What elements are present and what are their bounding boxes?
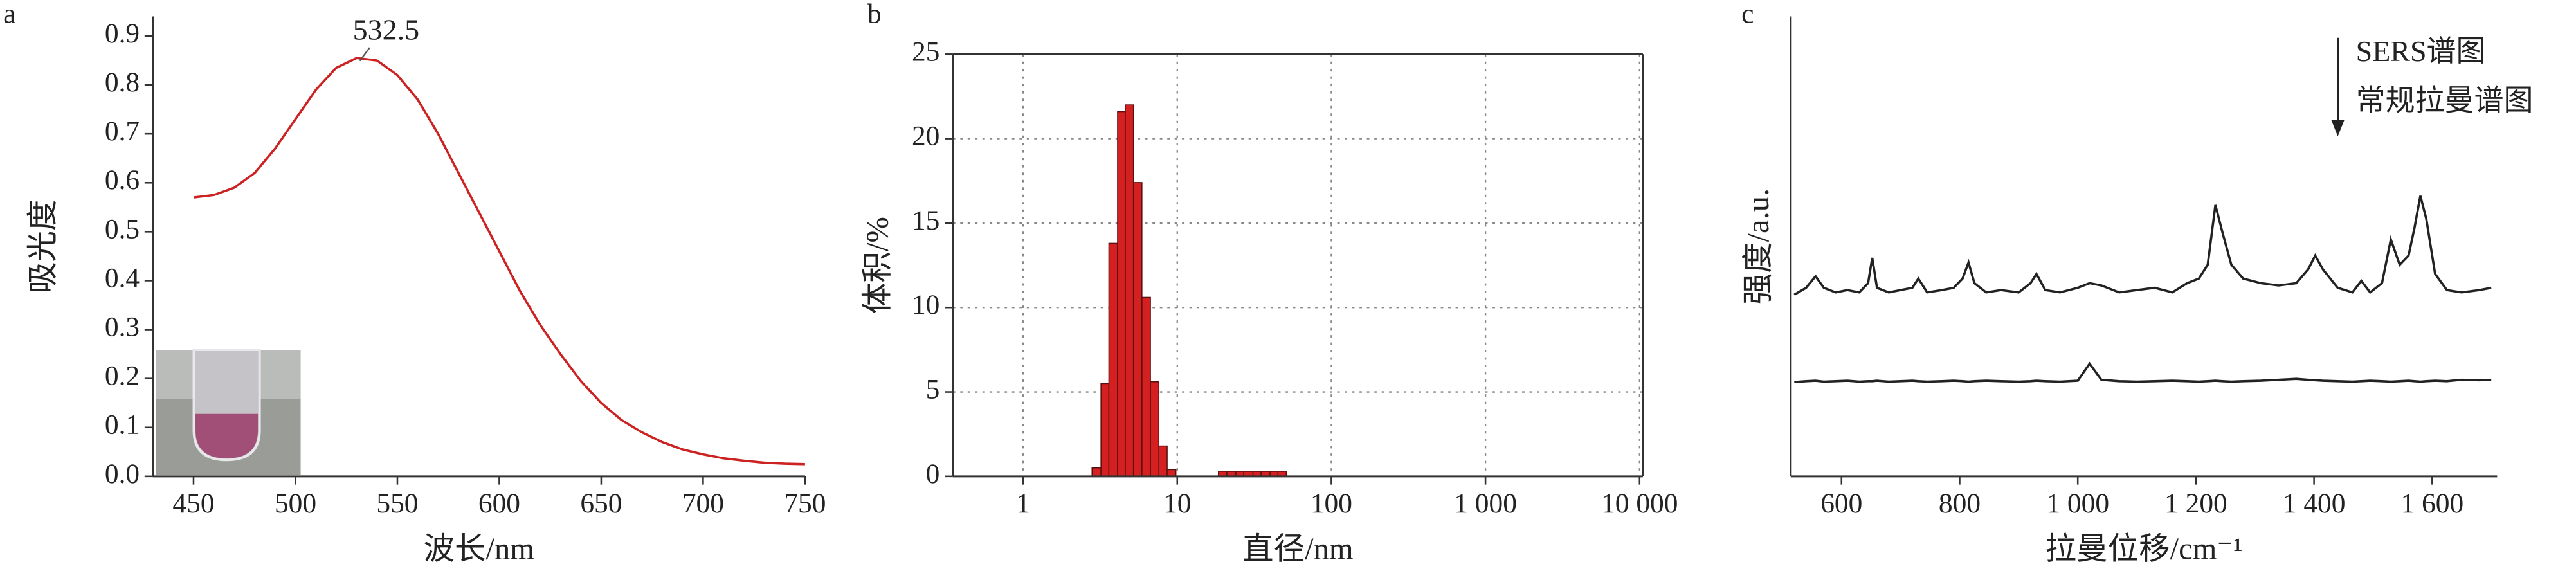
x-tick-label: 650	[580, 488, 622, 519]
y-tick-label: 0.6	[105, 165, 140, 195]
x-tick-label: 800	[1939, 488, 1981, 519]
chart-panel: 450 500 550 600 650 700 750 0.0 0.1 0.2 0.3 0.4 0.5 0…	[3, 0, 826, 566]
y-tick-label: 25	[912, 36, 939, 67]
y-tick-label: 0	[926, 458, 940, 489]
y-axis-label: 吸光度	[26, 199, 60, 293]
data-line	[1793, 195, 2492, 296]
x-tick-label: 1 000	[2046, 488, 2109, 519]
y-axis-label: 强度/a.u.	[1741, 188, 1775, 305]
x-axis-label: 拉曼位移/cm⁻¹	[2045, 532, 2243, 566]
y-tick-label: 0.0	[105, 458, 140, 489]
histogram-bar	[1141, 296, 1151, 477]
histogram-bar	[1100, 383, 1110, 477]
y-tick-label: 5	[926, 374, 940, 405]
histogram-bar	[1108, 242, 1118, 477]
y-tick-label: 0.7	[105, 116, 140, 147]
legend-arrow-head	[2331, 120, 2345, 137]
chart-panel: 600 800 1 000 1 200 1 400 1 600 拉曼位移/cm⁻¹ 强度/a.…	[1741, 0, 2534, 566]
panel-label: b	[867, 0, 882, 30]
x-tick-label: 100	[1311, 488, 1352, 519]
x-tick-label: 500	[275, 488, 316, 519]
y-tick-label: 0.5	[105, 213, 140, 244]
peak-annotation: 532.5	[353, 14, 419, 46]
x-tick-label: 1 000	[1454, 488, 1517, 519]
panel-label: c	[1741, 0, 1754, 30]
annotation-leader	[359, 47, 370, 62]
inset-photo	[156, 349, 301, 475]
y-tick-label: 0.1	[105, 410, 140, 440]
y-tick-label: 0.3	[105, 312, 140, 343]
panel-label: a	[3, 0, 15, 30]
x-tick-label: 700	[682, 488, 724, 519]
y-tick-label: 15	[912, 205, 939, 236]
x-tick-label: 450	[172, 488, 214, 519]
x-tick-label: 1	[1016, 488, 1030, 519]
x-tick-label: 1 400	[2283, 488, 2346, 519]
legend-entry: SERS谱图	[2356, 35, 2486, 68]
x-tick-label: 1 600	[2400, 488, 2463, 519]
data-line	[1794, 361, 2492, 383]
y-tick-label: 0.2	[105, 361, 140, 392]
y-tick-label: 0.4	[105, 262, 140, 293]
histogram-bar	[1117, 111, 1126, 477]
legend-entry: 常规拉曼谱图	[2356, 84, 2534, 116]
chart-panel: 1 10 100 1 000 10 000 0 5 10 15 20 25 直径/nm 体积/% b	[861, 0, 1678, 566]
x-axis-label: 直径/nm	[1242, 532, 1354, 566]
y-axis-label: 体积/%	[861, 217, 895, 314]
histogram-bar	[1132, 182, 1143, 477]
y-tick-label: 10	[912, 289, 939, 320]
histogram-bar	[1158, 445, 1168, 477]
y-tick-label: 0.8	[105, 67, 140, 98]
gold-colloid	[195, 413, 259, 458]
x-tick-label: 750	[784, 488, 826, 519]
x-tick-label: 550	[376, 488, 418, 519]
histogram-bar	[1091, 467, 1102, 477]
histogram-bar	[1166, 469, 1177, 477]
histogram-bar	[1125, 104, 1134, 477]
x-tick-label: 1 200	[2164, 488, 2227, 519]
x-tick-label: 600	[1820, 488, 1862, 519]
data-line	[193, 57, 805, 466]
x-tick-label: 600	[478, 488, 520, 519]
y-tick-label: 20	[912, 121, 939, 152]
x-tick-label: 10	[1163, 488, 1191, 519]
y-tick-label: 0.9	[105, 18, 140, 49]
x-axis-label: 波长/nm	[423, 532, 534, 566]
histogram-bar	[1150, 381, 1159, 477]
x-tick-label: 10 000	[1601, 488, 1678, 519]
